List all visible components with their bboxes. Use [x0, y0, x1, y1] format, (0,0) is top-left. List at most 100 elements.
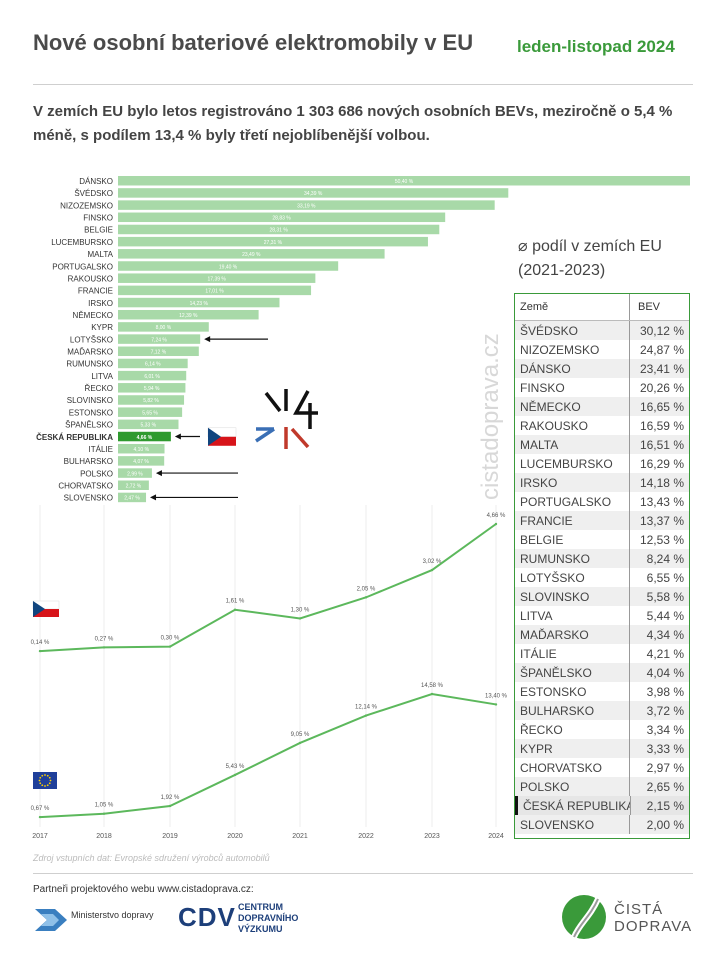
value-cell: 12,53 % [629, 530, 689, 549]
bar [118, 261, 339, 271]
table-row: POLSKO 2,65 % [515, 777, 689, 796]
page-title: Nové osobní bateriové elektromobily v EU [33, 30, 474, 55]
bar-category-label: ŘECKO [85, 384, 113, 393]
value-cell: 16,59 % [629, 416, 689, 435]
watermark-text: cistadoprava.cz [477, 333, 504, 500]
data-point [168, 804, 172, 808]
bar-category-label: IRSKO [88, 299, 113, 308]
data-label: 1,92 % [161, 795, 180, 801]
bar-category-label: RAKOUSKO [68, 274, 113, 283]
bar-value-label: 4,66 % [137, 435, 153, 441]
data-label: 0,67 % [31, 806, 50, 812]
data-point [102, 646, 106, 649]
country-cell: DÁNSKO [520, 361, 571, 376]
bar [118, 443, 165, 454]
bar-category-label: RUMUNSKO [66, 360, 113, 369]
bar [118, 407, 183, 417]
value-cell: 14,18 % [629, 473, 689, 492]
country-cell: ČESKÁ REPUBLIKA [523, 798, 630, 813]
table-row: ŠVÉDSKO 30,12 % [515, 321, 689, 340]
country-cell: ŠVÉDSKO [520, 323, 579, 338]
bar [118, 309, 259, 320]
ministry-emblem-icon [35, 909, 67, 931]
bar [118, 322, 209, 332]
bar-category-label: BULHARSKO [64, 457, 113, 466]
bar [118, 480, 149, 490]
subtitle: V zemích EU bylo letos registrováno 1 30… [33, 103, 673, 144]
cdv-line2: DOPRAVNÍHO [238, 913, 299, 923]
bar [118, 395, 185, 405]
value-cell: 8,24 % [629, 549, 689, 568]
country-cell: LOTYŠSKO [520, 570, 585, 585]
czech-flag-red [208, 436, 236, 446]
bar-value-label: 17,01 % [205, 289, 224, 295]
table-row: RAKOUSKO 16,59 % [515, 416, 689, 435]
cista-doprava-logo: ČISTÁ DOPRAVA [560, 893, 695, 943]
table-row: FINSKO 20,26 % [515, 378, 689, 397]
table-row: DÁNSKO 23,41 % [515, 359, 689, 378]
country-cell: ŠPANĚLSKO [520, 665, 592, 680]
table-row: KYPR 3,33 % [515, 739, 689, 758]
value-cell: 3,33 % [629, 739, 689, 758]
eu-star [46, 774, 49, 777]
value-cell: 5,58 % [629, 587, 689, 606]
bar-value-label: 6,01 % [144, 374, 160, 380]
country-cell: PORTUGALSKO [520, 494, 612, 509]
bar-value-label: 28,83 % [272, 216, 291, 222]
x-tick-label: 2021 [292, 833, 308, 840]
value-cell: 2,97 % [629, 758, 689, 777]
bar-category-label: ŠVÉDSKO [74, 189, 113, 198]
data-label: 3,02 % [423, 559, 442, 565]
table-row: LUCEMBURSKO 16,29 % [515, 454, 689, 473]
x-tick-label: 2019 [162, 833, 178, 840]
table-row: SLOVINSKO 5,58 % [515, 587, 689, 606]
x-tick-label: 2020 [227, 833, 243, 840]
country-cell: ESTONSKO [520, 684, 587, 699]
data-point [364, 714, 368, 717]
arrow-head-icon [150, 494, 157, 501]
bar-category-label: DÁNSKO [79, 177, 113, 186]
eu-star [48, 776, 51, 779]
bar-value-label: 50,40 % [395, 179, 414, 185]
cdv-abbr: CDV [178, 902, 236, 932]
value-cell: 2,00 % [629, 815, 689, 834]
table-row: MAĎARSKO 4,34 % [515, 625, 689, 644]
road-leaf-icon [562, 895, 606, 939]
table-row: LITVA 5,44 % [515, 606, 689, 625]
value-cell: 4,21 % [629, 644, 689, 663]
country-cell: LUCEMBURSKO [520, 456, 613, 471]
value-cell: 16,51 % [629, 435, 689, 454]
country-cell: MALTA [520, 437, 559, 452]
x-tick-label: 2018 [96, 833, 112, 840]
data-label: 0,27 % [95, 636, 114, 642]
country-cell: LITVA [520, 608, 553, 623]
x-tick-label: 2017 [32, 833, 48, 840]
table-row: RUMUNSKO 8,24 % [515, 549, 689, 568]
table-row: CHORVATSKO 2,97 % [515, 758, 689, 777]
value-cell: 4,04 % [629, 663, 689, 682]
country-cell: CHORVATSKO [520, 760, 603, 775]
table-header: Země BEV [515, 294, 689, 321]
data-point [168, 645, 172, 648]
value-cell: 20,26 % [629, 378, 689, 397]
country-cell: RUMUNSKO [520, 551, 591, 566]
table-body: ŠVÉDSKO 30,12 % NIZOZEMSKO 24,87 % DÁNSKO 23,… [515, 321, 689, 834]
value-cell: 6,55 % [629, 568, 689, 587]
data-label: 13,40 % [485, 693, 508, 699]
bar [118, 358, 188, 369]
data-point [364, 596, 368, 599]
country-cell: KYPR [520, 741, 553, 756]
bar-value-label: 7,12 % [151, 350, 167, 356]
bar [118, 176, 690, 186]
country-cell: SLOVINSKO [520, 589, 590, 604]
table-row: ŘECKO 3,34 % [515, 720, 689, 739]
bar [118, 249, 385, 259]
country-cell: MAĎARSKO [520, 627, 589, 642]
country-cell: SLOVENSKO [520, 817, 595, 832]
value-cell: 30,12 % [629, 321, 689, 340]
bar-category-label: LOTYŠSKO [70, 335, 113, 344]
cdv-logo: CDV CENTRUM DOPRAVNÍHO VÝZKUMU [178, 900, 318, 940]
bar [118, 492, 147, 503]
bar-value-label: 27,31 % [264, 240, 283, 246]
value-cell: 3,72 % [629, 701, 689, 720]
